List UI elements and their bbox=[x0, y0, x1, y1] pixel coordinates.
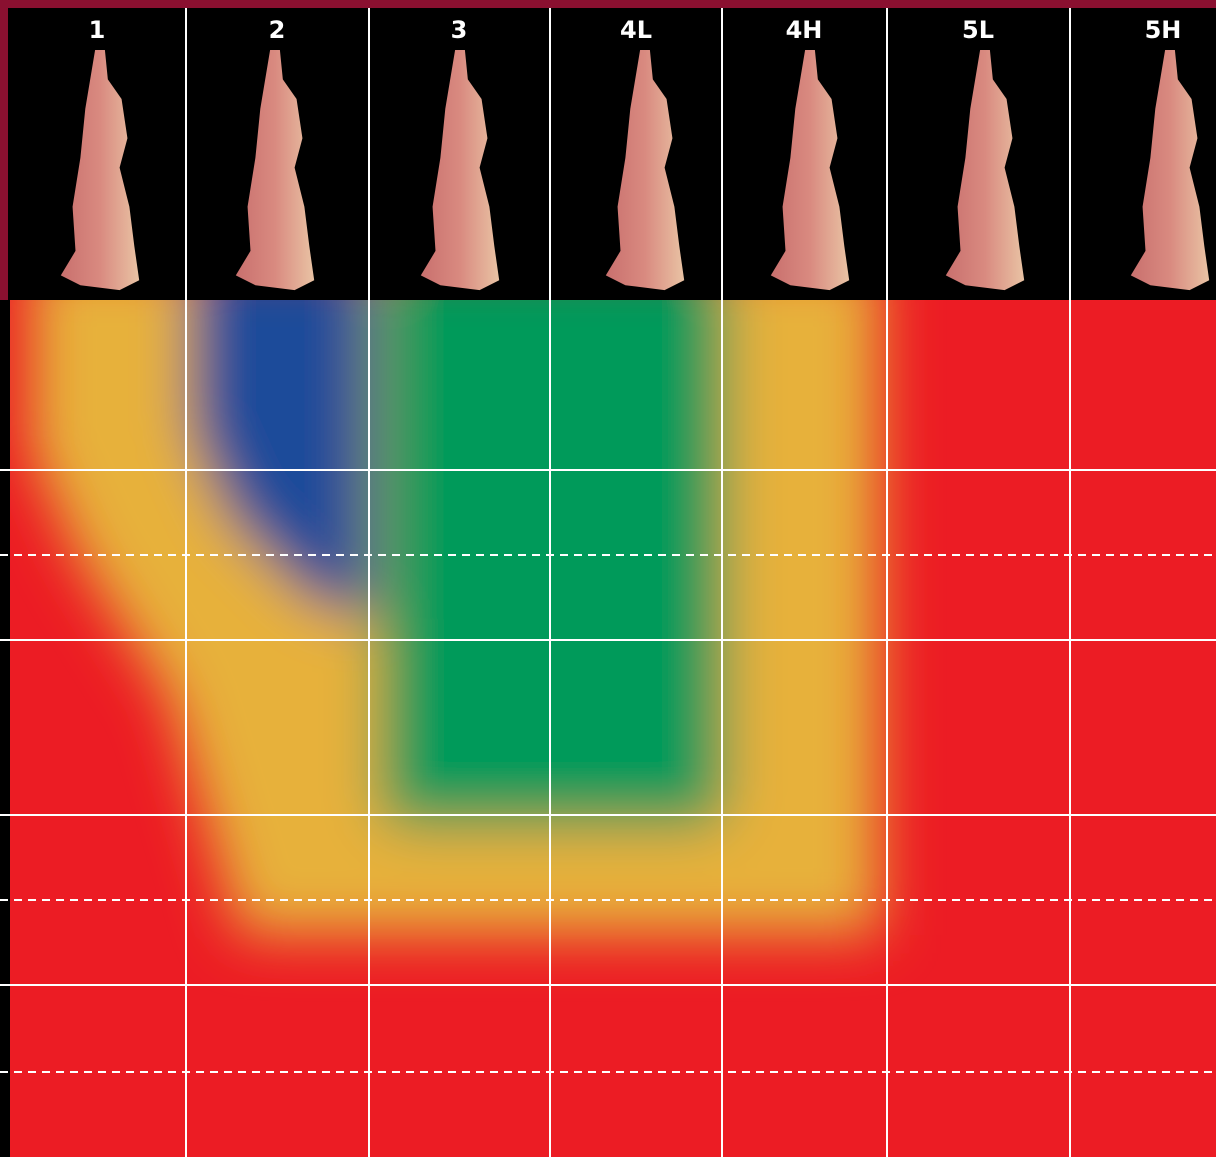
page: 1234L4H5L5H (() => { const data = JSON.p… bbox=[0, 0, 1216, 1157]
column-label: 4H bbox=[786, 16, 823, 44]
heat-zones bbox=[10, 260, 1216, 1157]
photo-strip bbox=[8, 8, 1216, 300]
column-label: 2 bbox=[269, 16, 286, 44]
column-label: 4L bbox=[620, 16, 652, 44]
column-label: 5H bbox=[1145, 16, 1182, 44]
column-label: 1 bbox=[89, 16, 106, 44]
column-label: 3 bbox=[451, 16, 468, 44]
column-label: 5L bbox=[962, 16, 994, 44]
grading-grid: 1 2 3 4L 4H 5L 5H bbox=[0, 0, 1216, 1157]
left-edge bbox=[0, 300, 10, 1157]
